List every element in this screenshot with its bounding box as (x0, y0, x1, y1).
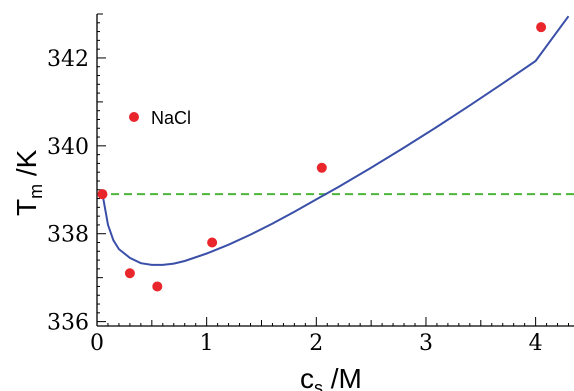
plot-area (97, 15, 574, 292)
fit-curve (101, 15, 570, 266)
x-tick-label: 0 (90, 331, 104, 356)
data-point (97, 189, 108, 200)
axis-labels: cs /M Tm /K (11, 149, 362, 391)
y-tick-label: 340 (47, 135, 89, 160)
legend-label: NaCl (151, 108, 191, 128)
y-axis-label: Tm /K (11, 149, 46, 216)
axes: 0 1 2 3 4 336 338 340 342 (47, 13, 574, 356)
data-point (207, 237, 218, 248)
y-tick-label: 338 (47, 223, 89, 248)
legend-marker (129, 112, 139, 122)
x-tick-label: 1 (200, 331, 214, 356)
x-axis-label: cs /M (300, 363, 362, 391)
legend: NaCl (129, 108, 191, 128)
x-tick-label: 3 (419, 331, 433, 356)
y-tick-label: 336 (47, 311, 89, 336)
data-point (124, 268, 135, 279)
x-tick-label: 4 (529, 331, 543, 356)
x-tick-label: 2 (309, 331, 323, 356)
data-point (152, 281, 163, 292)
data-point (316, 162, 327, 173)
data-point (536, 22, 547, 33)
y-tick-label: 342 (47, 47, 89, 72)
